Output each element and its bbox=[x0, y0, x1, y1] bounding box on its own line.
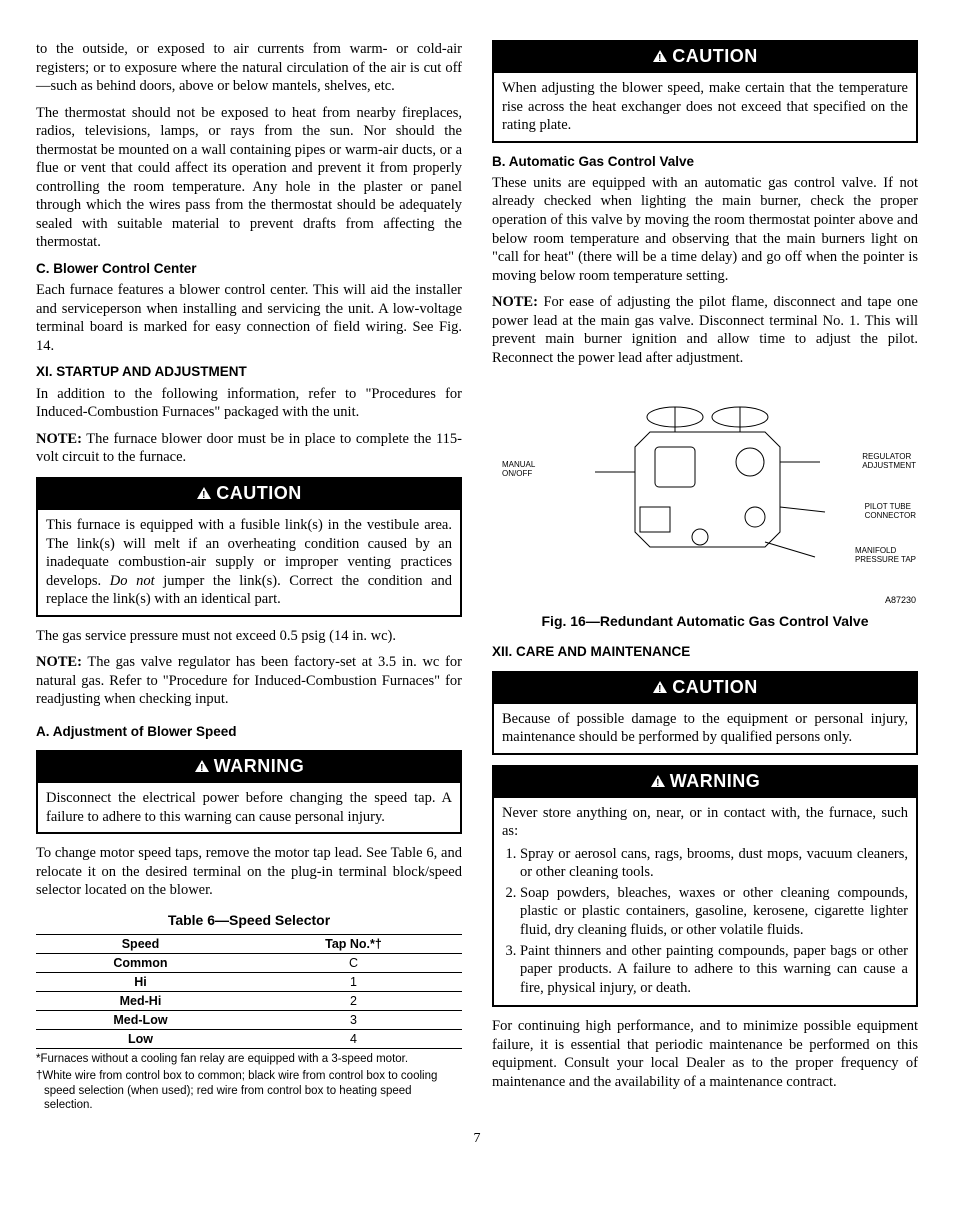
warning-2-title: WARNING bbox=[670, 771, 761, 791]
fig-label-manual: MANUAL ON/OFF bbox=[502, 461, 535, 479]
table-cell: Med-Hi bbox=[36, 991, 245, 1010]
figure-16: MANUAL ON/OFF REGULATOR ADJUSTMENT PILOT… bbox=[492, 377, 918, 607]
note-3: NOTE: For ease of adjusting the pilot fl… bbox=[492, 293, 918, 367]
caution-1-title: CAUTION bbox=[216, 483, 302, 503]
paragraph-thermostat: The thermostat should not be exposed to … bbox=[36, 104, 462, 252]
note-2-text: The gas valve regulator has been factory… bbox=[36, 654, 462, 707]
note-1-text: The furnace blower door must be in place… bbox=[36, 431, 462, 466]
caution-2-header: ! CAUTION bbox=[494, 42, 916, 73]
svg-text:!: ! bbox=[658, 684, 662, 694]
svg-text:!: ! bbox=[202, 490, 206, 500]
warning-2-body: Never store anything on, near, or in con… bbox=[494, 798, 916, 1005]
svg-text:!: ! bbox=[658, 53, 662, 63]
table-row: Hi1 bbox=[36, 972, 462, 991]
caution-1-header: ! CAUTION bbox=[38, 479, 460, 510]
table-cell: Hi bbox=[36, 972, 245, 991]
paragraph-gas-pressure: The gas service pressure must not exceed… bbox=[36, 627, 462, 646]
paragraph-c: Each furnace features a blower control c… bbox=[36, 281, 462, 355]
warning-1-header: ! WARNING bbox=[38, 752, 460, 783]
warning-1-body: Disconnect the electrical power before c… bbox=[38, 783, 460, 832]
heading-a: A. Adjustment of Blower Speed bbox=[36, 723, 462, 740]
gas-valve-illustration bbox=[555, 377, 855, 587]
warning-triangle-icon: ! bbox=[650, 771, 666, 794]
list-item: Soap powders, bleaches, waxes or other c… bbox=[520, 884, 908, 940]
note-3-label: NOTE: bbox=[492, 294, 538, 310]
paragraph-maintenance: For continuing high performance, and to … bbox=[492, 1017, 918, 1091]
table-cell: 4 bbox=[245, 1029, 462, 1048]
svg-text:!: ! bbox=[656, 778, 660, 788]
paragraph-b: These units are equipped with an automat… bbox=[492, 174, 918, 285]
caution-2-title: CAUTION bbox=[672, 46, 758, 66]
warning-triangle-icon: ! bbox=[652, 677, 668, 700]
warning-2-header: ! WARNING bbox=[494, 767, 916, 798]
svg-text:!: ! bbox=[200, 763, 204, 773]
fig-label-regulator: REGULATOR ADJUSTMENT bbox=[862, 453, 916, 471]
table-row: Med-Hi2 bbox=[36, 991, 462, 1010]
warning-box-1: ! WARNING Disconnect the electrical powe… bbox=[36, 750, 462, 834]
caution-box-3: ! CAUTION Because of possible damage to … bbox=[492, 671, 918, 755]
heading-b: B. Automatic Gas Control Valve bbox=[492, 153, 918, 170]
warning-2-list: Spray or aerosol cans, rags, brooms, dus… bbox=[502, 845, 908, 997]
fig-code: A87230 bbox=[885, 596, 916, 606]
list-item: Paint thinners and other painting compou… bbox=[520, 942, 908, 998]
warning-2-intro: Never store anything on, near, or in con… bbox=[502, 804, 908, 841]
note-2-label: NOTE: bbox=[36, 654, 82, 670]
list-item: Spray or aerosol cans, rags, brooms, dus… bbox=[520, 845, 908, 882]
table-cell: C bbox=[245, 953, 462, 972]
caution-2-body: When adjusting the blower speed, make ce… bbox=[494, 73, 916, 141]
right-column: ! CAUTION When adjusting the blower spee… bbox=[492, 40, 918, 1112]
note-1: NOTE: The furnace blower door must be in… bbox=[36, 430, 462, 467]
warning-triangle-icon: ! bbox=[194, 756, 210, 779]
table-row: Med-Low3 bbox=[36, 1010, 462, 1029]
table-cell: 2 bbox=[245, 991, 462, 1010]
table-speed-selector: Speed Tap No.*† CommonC Hi1 Med-Hi2 Med-… bbox=[36, 934, 462, 1049]
paragraph-xi1: In addition to the following information… bbox=[36, 385, 462, 422]
fig-label-manifold: MANIFOLD PRESSURE TAP bbox=[855, 547, 916, 565]
table-footnote-2: †White wire from control box to common; … bbox=[36, 1069, 462, 1112]
caution-1-body: This furnace is equipped with a fusible … bbox=[38, 510, 460, 615]
paragraph-change-tap: To change motor speed taps, remove the m… bbox=[36, 844, 462, 900]
note-3-text: For ease of adjusting the pilot flame, d… bbox=[492, 294, 918, 366]
paragraph-intro: to the outside, or exposed to air curren… bbox=[36, 40, 462, 96]
caution-1-body-italic: Do not bbox=[110, 573, 155, 589]
table-row: CommonC bbox=[36, 953, 462, 972]
warning-1-title: WARNING bbox=[214, 756, 305, 776]
table-cell: 1 bbox=[245, 972, 462, 991]
table-header-speed: Speed bbox=[36, 934, 245, 953]
table-row: Low4 bbox=[36, 1029, 462, 1048]
warning-triangle-icon: ! bbox=[196, 483, 212, 506]
caution-3-title: CAUTION bbox=[672, 677, 758, 697]
table-header-row: Speed Tap No.*† bbox=[36, 934, 462, 953]
warning-box-2: ! WARNING Never store anything on, near,… bbox=[492, 765, 918, 1008]
table-footnote-1: *Furnaces without a cooling fan relay ar… bbox=[36, 1052, 462, 1066]
table-cell: 3 bbox=[245, 1010, 462, 1029]
table-cell: Med-Low bbox=[36, 1010, 245, 1029]
caution-3-body: Because of possible damage to the equipm… bbox=[494, 704, 916, 753]
table-cell: Low bbox=[36, 1029, 245, 1048]
caution-box-2: ! CAUTION When adjusting the blower spee… bbox=[492, 40, 918, 143]
caution-box-1: ! CAUTION This furnace is equipped with … bbox=[36, 477, 462, 617]
figure-16-caption: Fig. 16—Redundant Automatic Gas Control … bbox=[492, 613, 918, 631]
heading-xi: XI. STARTUP AND ADJUSTMENT bbox=[36, 363, 462, 380]
page-number: 7 bbox=[36, 1130, 918, 1148]
note-2: NOTE: The gas valve regulator has been f… bbox=[36, 653, 462, 709]
left-column: to the outside, or exposed to air curren… bbox=[36, 40, 462, 1112]
table-header-tap: Tap No.*† bbox=[245, 934, 462, 953]
warning-triangle-icon: ! bbox=[652, 46, 668, 69]
table-cell: Common bbox=[36, 953, 245, 972]
two-column-layout: to the outside, or exposed to air curren… bbox=[36, 40, 918, 1112]
heading-c: C. Blower Control Center bbox=[36, 260, 462, 277]
table-6-title: Table 6—Speed Selector bbox=[36, 912, 462, 930]
caution-3-header: ! CAUTION bbox=[494, 673, 916, 704]
heading-xii: XII. CARE AND MAINTENANCE bbox=[492, 643, 918, 660]
note-1-label: NOTE: bbox=[36, 431, 82, 447]
fig-label-pilot: PILOT TUBE CONNECTOR bbox=[865, 503, 916, 521]
